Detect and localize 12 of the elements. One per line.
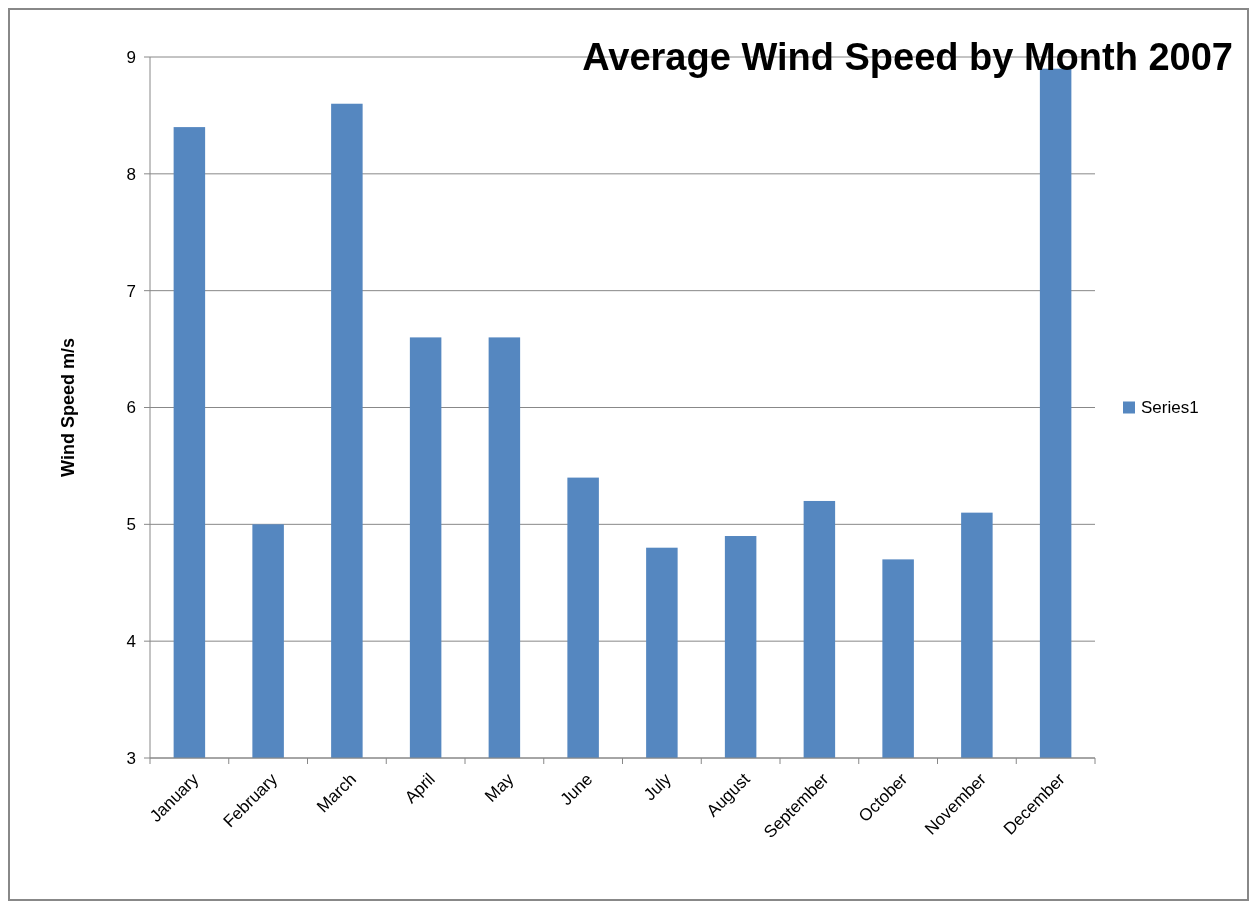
y-tick-label: 7 <box>126 281 136 301</box>
y-tick-label: 4 <box>126 632 136 652</box>
x-tick-label: May <box>481 769 518 806</box>
x-tick-label: July <box>640 769 676 805</box>
y-tick-label: 8 <box>126 164 136 184</box>
chart-title: Average Wind Speed by Month 2007 <box>582 36 1233 78</box>
y-tick-label: 6 <box>126 398 136 418</box>
y-axis-title: Wind Speed m/s <box>58 338 78 477</box>
y-tick-label: 3 <box>126 748 136 768</box>
y-tick-label: 5 <box>126 515 136 535</box>
y-tick-label: 9 <box>126 47 136 67</box>
legend-label: Series1 <box>1141 398 1199 418</box>
